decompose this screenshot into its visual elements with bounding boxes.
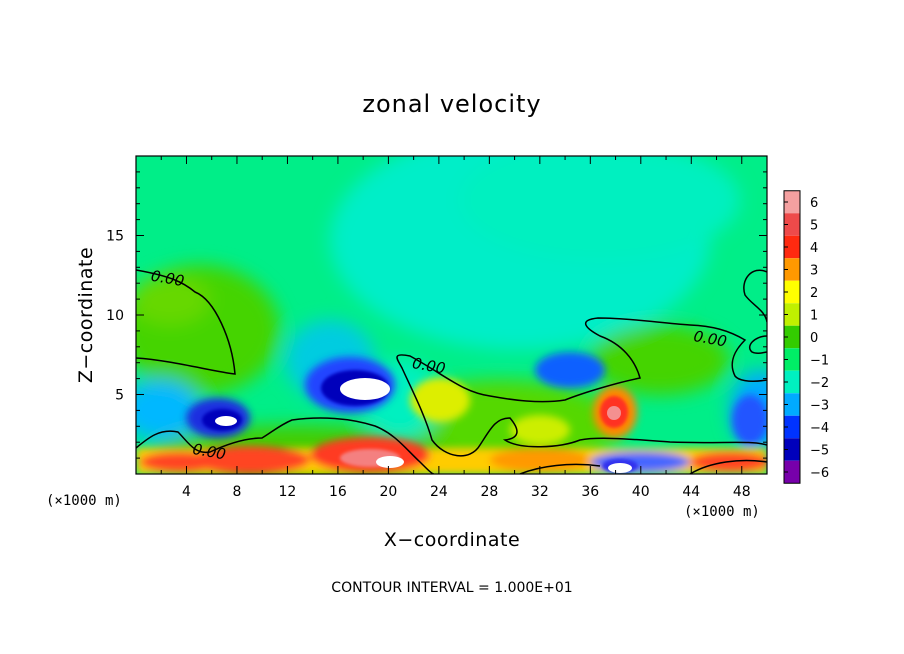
- x-unit-right: (×1000 m): [684, 504, 760, 520]
- colorbar-swatch: [784, 213, 800, 236]
- x-tick-label: 20: [379, 484, 397, 500]
- contour-label: 0.00: [191, 440, 227, 464]
- x-tick-label: 44: [682, 484, 700, 500]
- x-axis-ticks: 4 8 12 16 20 24 28 32 36 40 44 48: [160, 156, 751, 500]
- x-tick-label: 32: [531, 484, 549, 500]
- colorbar-swatch: [784, 258, 800, 281]
- x-tick-label: 12: [279, 484, 297, 500]
- x-tick-label: 36: [581, 484, 599, 500]
- contour-label: 0.00: [411, 354, 447, 378]
- contour-labels: 0.00 0.00 0.00 0.00: [150, 267, 729, 464]
- x-unit-left: (×1000 m): [46, 493, 122, 509]
- x-tick-label: 24: [430, 484, 448, 500]
- colorbar-label: −1: [810, 354, 829, 369]
- chart-title: zonal velocity: [362, 90, 541, 118]
- x-tick-label: 48: [733, 484, 751, 500]
- zero-contours: [136, 269, 767, 474]
- colorbar-label: 6: [810, 196, 818, 211]
- x-tick-label: 8: [232, 484, 241, 500]
- colorbar-swatch: [784, 303, 800, 326]
- colorbar-label: 4: [810, 241, 818, 256]
- min-region: [340, 378, 390, 400]
- y-axis-ticks: 5 10 15: [106, 171, 767, 459]
- colorbar-swatch: [784, 280, 800, 304]
- heatmap-field: [136, 156, 767, 474]
- colorbar: 6 5 4 3 2 1 0 −1 −2 −3 −4 −5 −6: [783, 190, 829, 484]
- colorbar-label: 3: [810, 264, 818, 279]
- colorbar-swatch: [784, 460, 800, 484]
- colorbar-label: −6: [810, 466, 829, 481]
- y-axis-title: Z−coordinate: [75, 247, 97, 383]
- contour-label: 0.00: [692, 327, 728, 351]
- x-tick-label: 40: [632, 484, 650, 500]
- colorbar-swatch: [784, 438, 800, 461]
- colorbar-swatch: [784, 325, 800, 349]
- y-tick-label: 15: [106, 229, 124, 245]
- x-axis-title: X−coordinate: [384, 529, 520, 551]
- colorbar-label: −3: [810, 399, 829, 414]
- colorbar-label: −2: [810, 376, 829, 391]
- colorbar-label: 5: [810, 219, 818, 234]
- colorbar-swatch: [784, 370, 800, 394]
- x-tick-label: 16: [329, 484, 347, 500]
- colorbar-swatch: [784, 393, 800, 416]
- y-tick-label: 10: [106, 308, 124, 324]
- colorbar-label: −5: [810, 444, 829, 459]
- x-tick-label: 28: [480, 484, 498, 500]
- y-tick-label: 5: [115, 388, 124, 404]
- colorbar-label: 0: [810, 331, 818, 346]
- colorbar-swatch: [784, 348, 800, 371]
- colorbar-label: 2: [810, 286, 818, 301]
- colorbar-label: 1: [810, 309, 818, 324]
- colorbar-swatch: [784, 190, 800, 214]
- colorbar-swatch: [784, 235, 800, 259]
- contour-label: 0.00: [150, 267, 186, 291]
- colorbar-swatch: [784, 415, 800, 439]
- contour-interval-note: CONTOUR INTERVAL = 1.000E+01: [331, 580, 572, 596]
- x-tick-label: 4: [182, 484, 191, 500]
- colorbar-label: −4: [810, 421, 829, 436]
